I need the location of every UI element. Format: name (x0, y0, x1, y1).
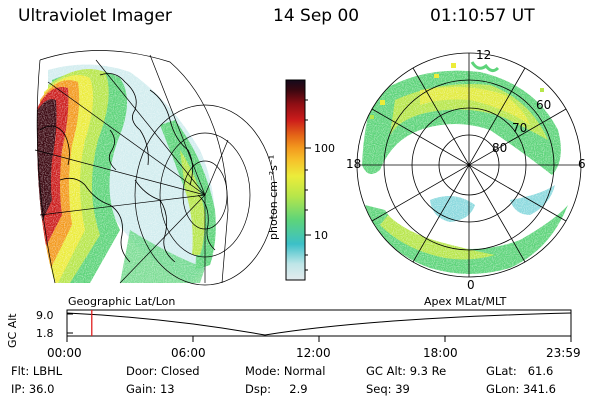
colorbar-label-10: 10 (314, 229, 328, 242)
mode-value: Mode: Normal (245, 364, 326, 378)
cusp-emission (370, 61, 544, 119)
geographic-label: Geographic Lat/Lon (68, 295, 176, 308)
polar-plot: 12 18 6 0 60 70 80 (346, 48, 586, 292)
mlt-label-0: 0 (467, 278, 475, 292)
gc-alt-value: GC Alt: 9.3 Re (366, 364, 447, 378)
x-tick-1800: 18:00 (423, 346, 458, 360)
x-tick-2359: 23:59 (546, 346, 581, 360)
ip-value: IP: 36.0 (11, 382, 55, 396)
gc-alt-axis-label: GC Alt (6, 313, 19, 348)
colorbar-unit-label: photon cm⁻²s⁻¹ (267, 155, 280, 240)
mlat-label-70: 70 (512, 121, 527, 135)
dsp-value: Dsp: 2.9 (245, 382, 308, 396)
colorbar-scale (285, 79, 306, 281)
glat-value: GLat: 61.6 (486, 364, 554, 378)
gain-value: Gain: 13 (126, 382, 175, 396)
mlat-label-80: 80 (492, 141, 507, 155)
colorbar: 100 10 photon cm⁻²s⁻¹ (267, 79, 335, 281)
mlt-label-12: 12 (476, 48, 491, 62)
filter-value: Flt: LBHL (11, 364, 63, 378)
altitude-curve (66, 312, 572, 336)
door-value: Door: Closed (126, 364, 200, 378)
y-tick-1-8: 1.8 (36, 327, 54, 340)
seq-value: Seq: 39 (366, 382, 410, 396)
x-tick-1200: 12:00 (296, 346, 331, 360)
instrument-title: Ultraviolet Imager (18, 6, 172, 26)
geographic-image (34, 50, 276, 286)
altitude-timeline: GC Alt 9.0 1.8 00:00 06:00 12:00 18:00 2… (6, 309, 581, 360)
x-tick-0600: 06:00 (171, 346, 206, 360)
observation-date: 14 Sep 00 (273, 6, 360, 26)
mlat-label-60: 60 (536, 98, 551, 112)
apex-label: Apex MLat/MLT (424, 295, 507, 308)
x-tick-0000: 00:00 (47, 346, 82, 360)
observation-time: 01:10:57 UT (430, 6, 535, 26)
colorbar-label-100: 100 (314, 142, 335, 155)
glon-value: GLon: 341.6 (486, 382, 556, 396)
timeline-frame (66, 309, 572, 337)
mlt-label-18: 18 (346, 157, 361, 171)
mlt-label-6: 6 (578, 157, 586, 171)
y-tick-9: 9.0 (36, 309, 54, 322)
